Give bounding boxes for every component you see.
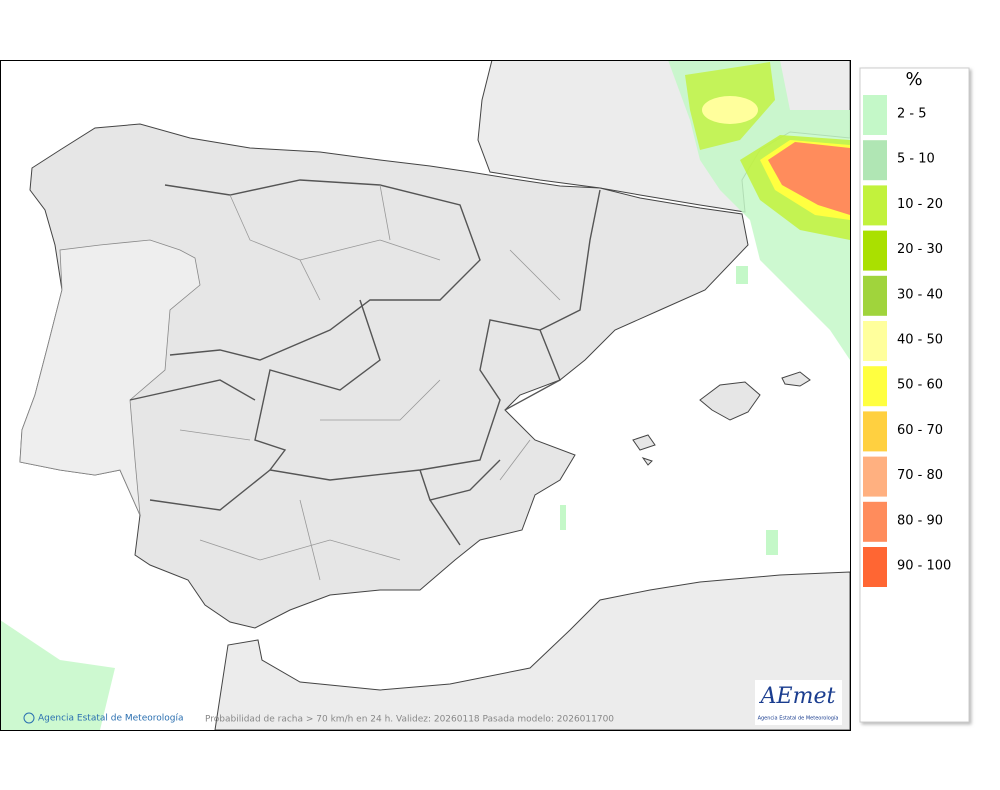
credit: Agencia Estatal de Meteorología bbox=[38, 714, 184, 724]
africa-land bbox=[214, 571, 850, 730]
region-borders bbox=[129, 179, 601, 546]
legend-label: 5 - 10 bbox=[897, 152, 935, 167]
legend: 2 - 5 5 - 10 10 - 20 20 - 30 30 - 40 40 - 50 5… bbox=[863, 95, 951, 587]
legend-label: 30 - 40 bbox=[897, 287, 943, 302]
province-borders bbox=[179, 184, 561, 581]
legend-label: 40 - 50 bbox=[897, 333, 943, 348]
caption: Probabilidad de racha > 70 km/h en 24 h.… bbox=[205, 715, 614, 725]
map: AEmet Agencia Estatal de Meteorología Ag… bbox=[1, 61, 850, 730]
legend-label: 90 - 100 bbox=[897, 559, 951, 574]
legend-swatch bbox=[863, 456, 887, 497]
legend-swatch bbox=[863, 411, 887, 452]
logo-subtitle: Agencia Estatal de Meteorología bbox=[758, 715, 839, 722]
probability-field bbox=[1, 61, 850, 730]
legend-swatch bbox=[863, 185, 887, 226]
legend-label: 70 - 80 bbox=[897, 468, 943, 483]
copyright-icon bbox=[23, 712, 35, 724]
legend-swatch bbox=[863, 95, 887, 135]
legend-label: 50 - 60 bbox=[897, 378, 943, 393]
legend-swatch bbox=[863, 275, 887, 316]
mallorca bbox=[699, 381, 761, 421]
legend-title: % bbox=[905, 69, 922, 90]
portugal-land bbox=[19, 239, 201, 516]
logo-box bbox=[755, 680, 842, 725]
legend-label: 80 - 90 bbox=[897, 513, 943, 528]
legend-label: 20 - 30 bbox=[897, 242, 943, 257]
legend-label: 60 - 70 bbox=[897, 423, 943, 438]
ibiza bbox=[632, 434, 656, 466]
map-frame bbox=[0, 60, 851, 731]
legend-label: 10 - 20 bbox=[897, 197, 943, 212]
logo-name: AEmet bbox=[759, 684, 836, 709]
legend-swatch bbox=[863, 501, 887, 542]
legend-swatch bbox=[863, 547, 887, 587]
menorca bbox=[781, 371, 811, 387]
legend-swatch bbox=[863, 140, 887, 181]
legend-swatch bbox=[863, 230, 887, 271]
legend-swatch bbox=[863, 366, 887, 407]
legend-label: 2 - 5 bbox=[897, 107, 927, 122]
legend-swatch bbox=[863, 321, 887, 361]
